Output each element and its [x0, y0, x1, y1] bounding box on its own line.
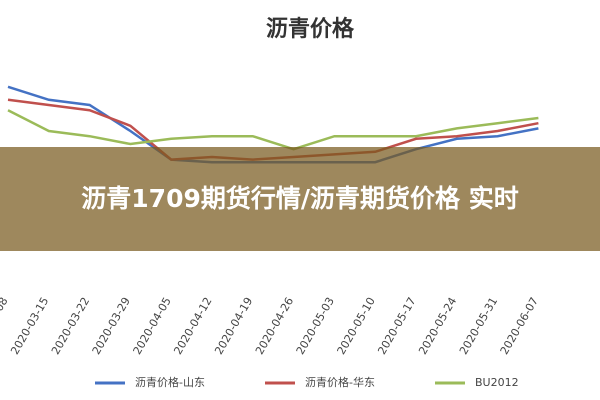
legend-label: 沥青价格-山东	[135, 375, 205, 389]
x-tick-label: 2020-06-07	[498, 295, 541, 357]
x-tick-label: 2020-05-17	[375, 295, 418, 357]
x-tick-label: 2020-05-31	[457, 295, 500, 357]
x-tick-label: 2020-04-19	[212, 295, 255, 357]
x-tick-label: 2020-05-03	[294, 295, 337, 357]
x-tick-label: 2020-03-15	[8, 295, 51, 357]
x-tick-label: 2020-04-05	[131, 295, 174, 357]
overlay-title: 沥青1709期货行情/沥青期货价格 实时	[81, 184, 519, 213]
x-tick-label: 2020-05-24	[416, 295, 459, 357]
legend-label: BU2012	[475, 376, 519, 389]
x-tick-label: 2020-03-22	[49, 295, 92, 357]
overlay-banner: 沥青1709期货行情/沥青期货价格 实时	[0, 147, 600, 251]
x-tick-label: 2020-03-29	[90, 295, 133, 357]
x-tick-label: 2020-04-12	[171, 295, 214, 357]
x-tick-label: 2020-05-10	[335, 295, 378, 357]
x-tick-label: 2020-04-26	[253, 295, 296, 357]
chart-title: 沥青价格	[266, 16, 355, 42]
series-line	[7, 109, 539, 151]
legend-label: 沥青价格-华东	[305, 375, 375, 389]
